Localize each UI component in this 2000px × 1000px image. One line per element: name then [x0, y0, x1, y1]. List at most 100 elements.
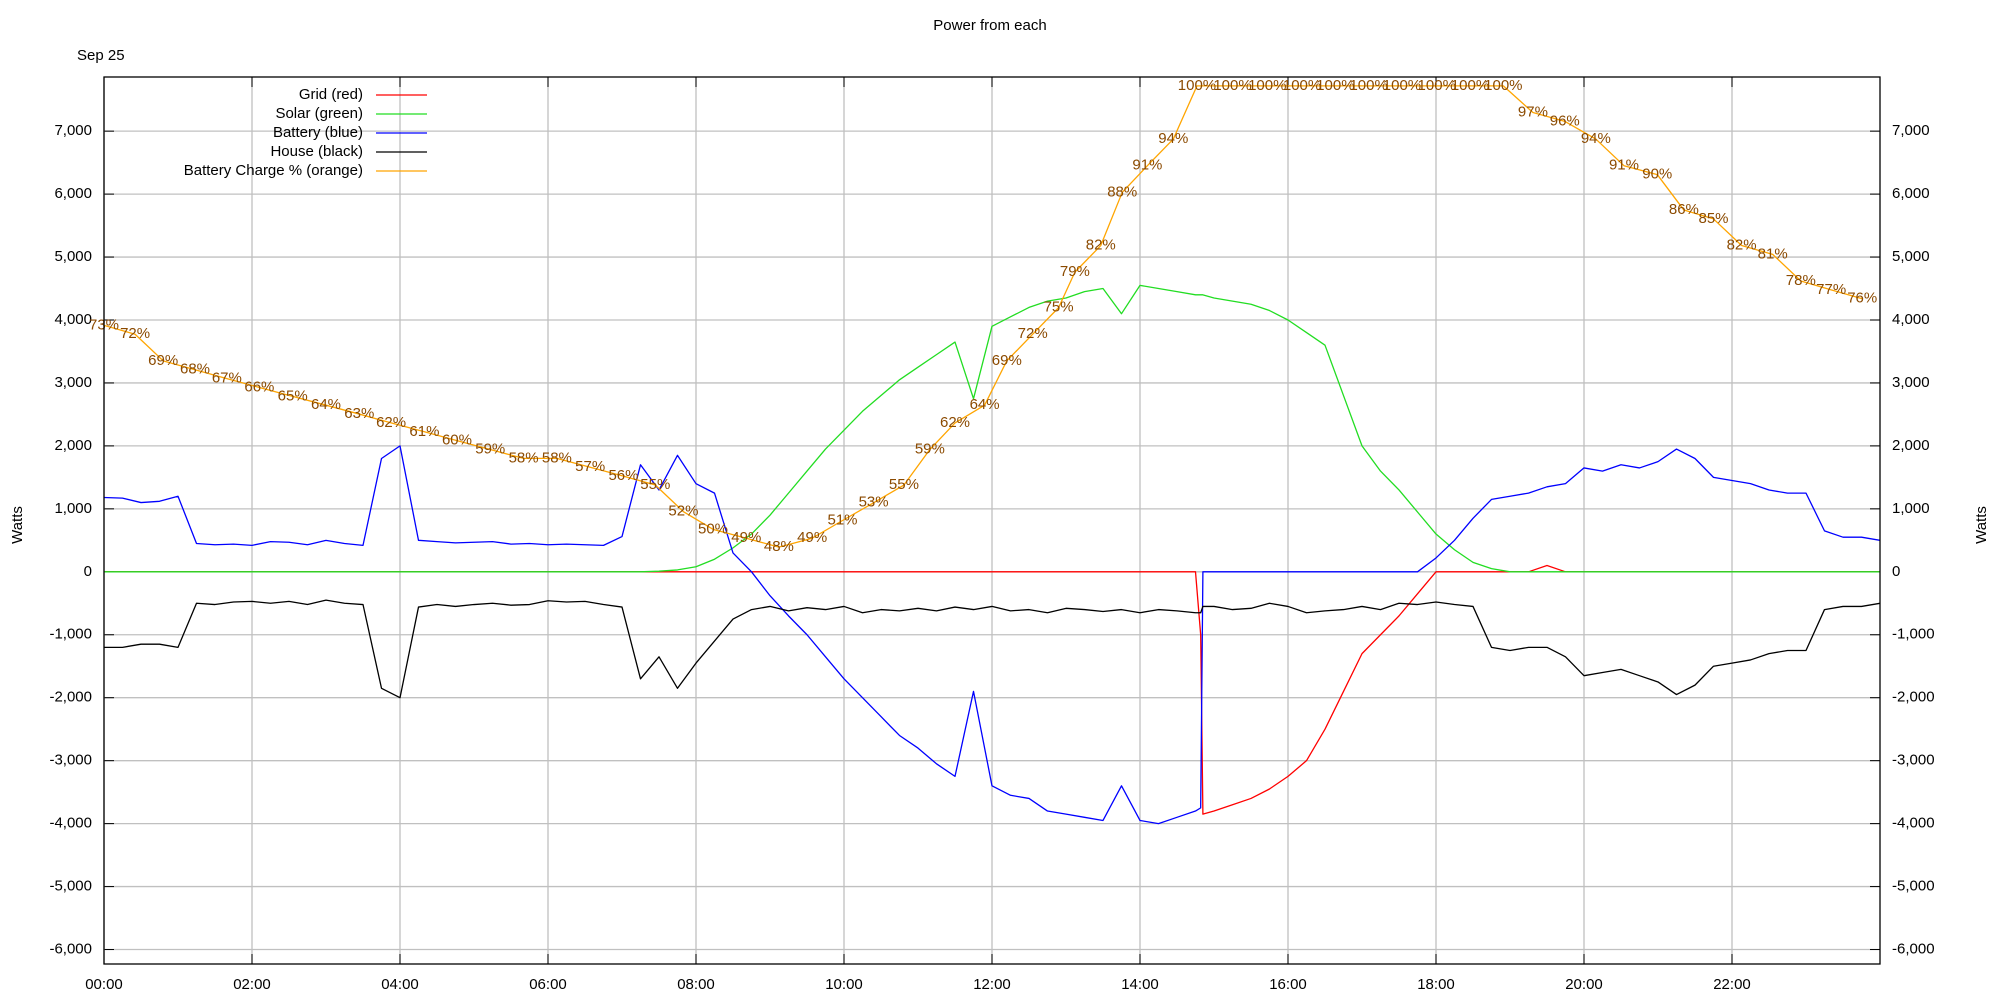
data-label: 75%: [1044, 299, 1074, 316]
x-tick-label: 20:00: [1565, 976, 1603, 993]
y-tick-label: -5,000: [49, 878, 92, 895]
data-label: 100%: [1213, 77, 1251, 94]
y2-tick-label: 6,000: [1892, 185, 1930, 202]
data-label: 53%: [859, 494, 889, 511]
data-label: 77%: [1816, 281, 1846, 298]
series-line: [104, 599, 1880, 699]
x-tick-label: 22:00: [1713, 976, 1751, 993]
y-tick-label: -6,000: [49, 940, 92, 957]
y-tick-label: -1,000: [49, 626, 92, 643]
y-tick-label: 7,000: [54, 122, 92, 139]
data-label: 100%: [1484, 77, 1522, 94]
legend-label: Battery (blue): [273, 124, 363, 141]
y2-tick-label: -2,000: [1892, 689, 1935, 706]
y-tick-label: 4,000: [54, 311, 92, 328]
data-label: 59%: [915, 441, 945, 458]
x-tick-label: 00:00: [85, 976, 123, 993]
data-label: 100%: [1451, 77, 1489, 94]
data-label: 68%: [180, 361, 210, 378]
data-label: 97%: [1518, 103, 1548, 120]
data-label: 91%: [1609, 157, 1639, 174]
legend: Grid (red) Solar (green) Battery (blue) Hou…: [184, 86, 427, 179]
data-label: 55%: [640, 476, 670, 493]
plot-frame: [103, 76, 1881, 965]
data-label: 100%: [1349, 77, 1387, 94]
data-label: 72%: [120, 325, 150, 342]
y2-tick-label: 2,000: [1892, 437, 1930, 454]
data-label: 51%: [828, 511, 858, 528]
y2-tick-label: -4,000: [1892, 815, 1935, 832]
label-layer: -6,000 -6,000 -5,000 -5,000 -4,000 -4,000 -3,0…: [49, 77, 1934, 993]
y2-tick-label: 7,000: [1892, 122, 1930, 139]
data-label: 76%: [1847, 290, 1877, 307]
data-label: 52%: [668, 503, 698, 520]
y2-tick-label: 3,000: [1892, 374, 1930, 391]
chart-title: Power from each: [933, 17, 1046, 34]
data-label: 100%: [1316, 77, 1354, 94]
y-axis-label: Watts: [9, 506, 26, 544]
y2-axis-label: Watts: [1973, 506, 1990, 544]
x-tick-label: 10:00: [825, 976, 863, 993]
data-label: 82%: [1086, 236, 1116, 253]
x-tick-label: 14:00: [1121, 976, 1159, 993]
data-label: 64%: [311, 396, 341, 413]
data-label: 100%: [1418, 77, 1456, 94]
y-tick-label: -3,000: [49, 752, 92, 769]
y-tick-label: 6,000: [54, 185, 92, 202]
series-layer: [104, 85, 1880, 825]
data-label: 78%: [1786, 272, 1816, 289]
data-label: 58%: [509, 449, 539, 466]
data-label: 64%: [970, 396, 1000, 413]
y-tick-label: 0: [84, 563, 92, 580]
data-label: 67%: [212, 370, 242, 387]
x-tick-label: 04:00: [381, 976, 419, 993]
y2-tick-label: -5,000: [1892, 878, 1935, 895]
series-line: [104, 85, 1863, 548]
y-tick-label: 3,000: [54, 374, 92, 391]
data-label: 55%: [889, 476, 919, 493]
y-tick-label: 1,000: [54, 500, 92, 517]
data-label: 86%: [1669, 201, 1699, 218]
data-label: 65%: [278, 387, 308, 404]
data-label: 62%: [376, 414, 406, 431]
data-label: 96%: [1550, 112, 1580, 129]
y2-tick-label: -6,000: [1892, 940, 1935, 957]
data-label: 91%: [1132, 157, 1162, 174]
y2-tick-label: 0: [1892, 563, 1900, 580]
x-tick-label: 16:00: [1269, 976, 1307, 993]
data-label: 100%: [1178, 77, 1216, 94]
legend-label: Solar (green): [275, 105, 363, 122]
x-tick-label: 08:00: [677, 976, 715, 993]
data-label: 100%: [1283, 77, 1321, 94]
x-tick-label: 02:00: [233, 976, 271, 993]
date-label: Sep 25: [77, 47, 125, 64]
x-tick-label: 18:00: [1417, 976, 1455, 993]
data-label: 59%: [475, 441, 505, 458]
data-label: 66%: [244, 378, 274, 395]
x-tick-label: 06:00: [529, 976, 567, 993]
y-tick-label: -2,000: [49, 689, 92, 706]
data-label: 69%: [148, 352, 178, 369]
data-label: 49%: [797, 529, 827, 546]
data-label: 50%: [698, 520, 728, 537]
data-label: 94%: [1158, 130, 1188, 147]
y-tick-label: 2,000: [54, 437, 92, 454]
x-tick-label: 12:00: [973, 976, 1011, 993]
y-tick-label: 5,000: [54, 248, 92, 265]
y2-tick-label: 4,000: [1892, 311, 1930, 328]
y2-tick-label: 1,000: [1892, 500, 1930, 517]
data-label: 69%: [992, 352, 1022, 369]
data-label: 63%: [344, 405, 374, 422]
y-tick-label: -4,000: [49, 815, 92, 832]
data-label: 90%: [1642, 166, 1672, 183]
grid-layer: [103, 77, 1880, 964]
data-label: 94%: [1581, 130, 1611, 147]
y2-tick-label: -3,000: [1892, 752, 1935, 769]
data-label: 81%: [1758, 245, 1788, 262]
data-label: 48%: [764, 538, 794, 555]
data-label: 82%: [1727, 236, 1757, 253]
data-label: 49%: [731, 529, 761, 546]
series-line: [104, 445, 1880, 825]
legend-label: House (black): [270, 143, 363, 160]
